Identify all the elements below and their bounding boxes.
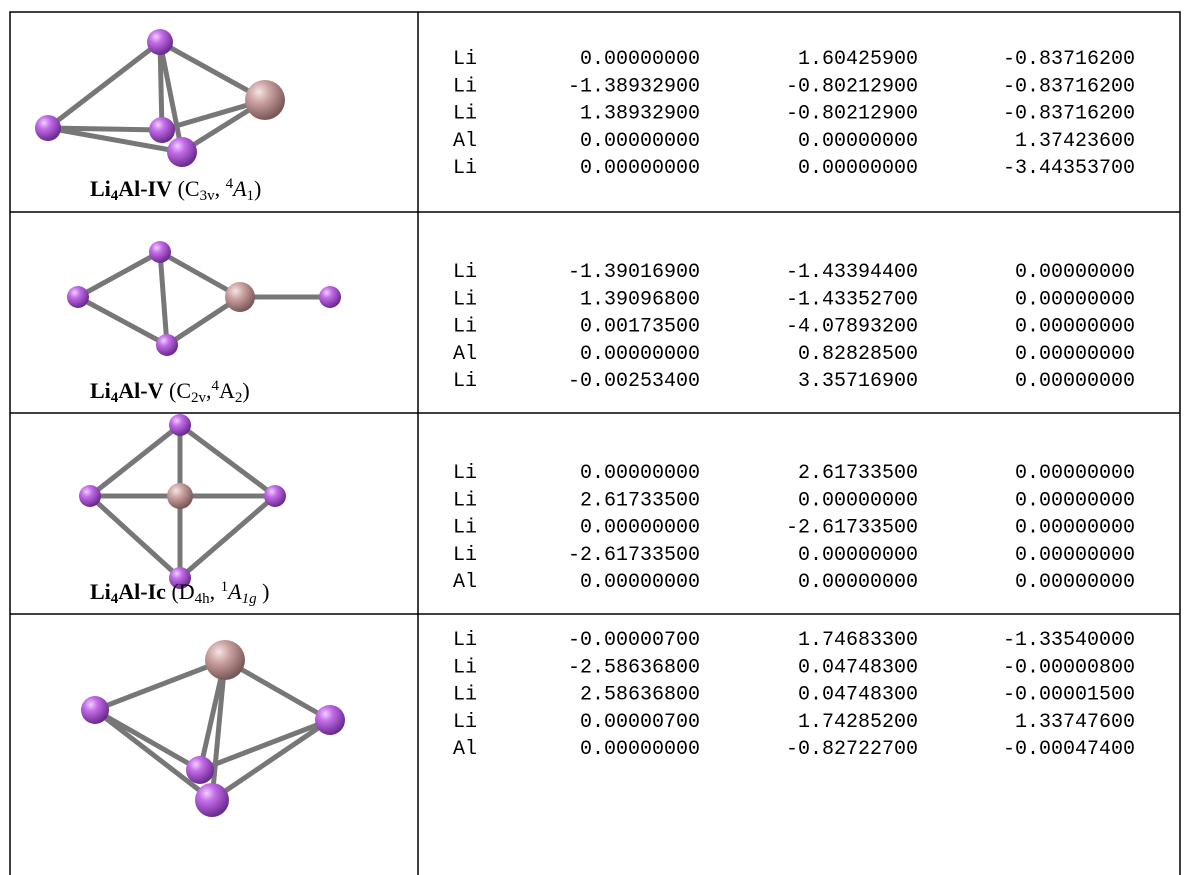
coordinate: -0.83716200	[1003, 75, 1135, 98]
coordinate: 0.00000000	[580, 571, 700, 594]
coordinate: 0.00000000	[1015, 544, 1135, 567]
coordinate: -0.83716200	[1003, 103, 1135, 126]
coordinate: 0.00000000	[798, 571, 918, 594]
coordinate: 0.00000000	[1015, 517, 1135, 540]
coordinate: -1.38932900	[568, 75, 700, 98]
atom-symbol: Al	[453, 571, 477, 594]
atom-symbol: Li	[453, 48, 477, 71]
coordinate: 0.00000700	[580, 711, 700, 734]
atom-symbol: Al	[453, 738, 477, 761]
coordinate: 0.00000000	[1015, 370, 1135, 393]
coordinate: 0.00000000	[1015, 343, 1135, 366]
coordinate: 0.00000000	[580, 738, 700, 761]
atom-symbol: Li	[453, 288, 477, 311]
atom-symbol: Li	[453, 462, 477, 485]
coordinate: 0.82828500	[798, 343, 918, 366]
atom-symbol: Al	[453, 343, 477, 366]
coordinate: 1.33747600	[1015, 711, 1135, 734]
coordinate: -0.80212900	[786, 75, 918, 98]
atom-symbol: Li	[453, 261, 477, 284]
coordinate: 0.00000000	[580, 48, 700, 71]
coordinate: 0.00000000	[580, 157, 700, 180]
coordinate: 1.74683300	[798, 629, 918, 652]
coordinate: 0.00000000	[580, 130, 700, 153]
atom-symbol: Li	[453, 157, 477, 180]
coordinate: -0.82722700	[786, 738, 918, 761]
atom-symbol: Li	[453, 656, 477, 679]
coordinate: -0.00000700	[568, 629, 700, 652]
coordinate: 2.61733500	[580, 489, 700, 512]
page: Li4Al-IV (C3v, 4A1) Li4Al-V (C2v,4A2) Li…	[0, 0, 1188, 875]
coordinate: -1.43352700	[786, 288, 918, 311]
coordinate: -0.00000800	[1003, 656, 1135, 679]
coordinate: 0.00000000	[580, 343, 700, 366]
coordinate: 0.00173500	[580, 316, 700, 339]
coordinate: 0.00000000	[1015, 571, 1135, 594]
coordinate: -1.39016900	[568, 261, 700, 284]
atom-symbol: Li	[453, 370, 477, 393]
coordinates: Li 0.00000000 1.60425900 -0.83716200 Li -1.38…	[453, 48, 1135, 761]
atom-symbol: Li	[453, 316, 477, 339]
molecule-3	[79, 414, 286, 589]
atom-symbol: Li	[453, 517, 477, 540]
atom-symbol: Li	[453, 544, 477, 567]
atom-symbol: Al	[453, 130, 477, 153]
caption: Li4Al-IV (C3v, 4A1)	[90, 176, 261, 204]
coordinate: 0.00000000	[1015, 489, 1135, 512]
coordinate: 1.39096800	[580, 288, 700, 311]
coordinate: -0.83716200	[1003, 48, 1135, 71]
atom-symbol: Li	[453, 629, 477, 652]
coordinate: -0.00001500	[1003, 684, 1135, 707]
coordinate: 1.37423600	[1015, 130, 1135, 153]
caption: Li4Al-V (C2v,4A2)	[90, 378, 250, 406]
coordinate: -0.00253400	[568, 370, 700, 393]
coordinate: 1.74285200	[798, 711, 918, 734]
atom-symbol: Li	[453, 75, 477, 98]
molecule-4	[81, 640, 345, 817]
coordinate: 0.04748300	[798, 656, 918, 679]
coordinate: 0.00000000	[1015, 261, 1135, 284]
coordinate: -2.58636800	[568, 656, 700, 679]
coordinate: 0.00000000	[798, 157, 918, 180]
coordinate: -2.61733500	[786, 517, 918, 540]
coordinate: 0.00000000	[1015, 462, 1135, 485]
caption: Li4Al-Ic (D4h, 1A1g )	[90, 579, 269, 607]
coordinate: 1.38932900	[580, 103, 700, 126]
coordinate: -0.80212900	[786, 103, 918, 126]
coordinate: -3.44353700	[1003, 157, 1135, 180]
coordinate: 1.60425900	[798, 48, 918, 71]
coordinate: 0.00000000	[580, 462, 700, 485]
atom-symbol: Li	[453, 711, 477, 734]
atom-symbol: Li	[453, 489, 477, 512]
coordinate: -1.33540000	[1003, 629, 1135, 652]
coordinate: 0.00000000	[580, 517, 700, 540]
coordinate: 0.00000000	[798, 130, 918, 153]
coordinate: 0.00000000	[1015, 316, 1135, 339]
coordinate: -0.00047400	[1003, 738, 1135, 761]
coordinate: -1.43394400	[786, 261, 918, 284]
coordinate: 0.00000000	[798, 489, 918, 512]
coordinate: -2.61733500	[568, 544, 700, 567]
molecule-1	[35, 29, 285, 167]
coordinate: 0.04748300	[798, 684, 918, 707]
coordinate: -4.07893200	[786, 316, 918, 339]
atom-symbol: Li	[453, 684, 477, 707]
coordinate: 3.35716900	[798, 370, 918, 393]
molecule-2	[67, 241, 341, 356]
coordinate: 0.00000000	[1015, 288, 1135, 311]
coordinate: 2.61733500	[798, 462, 918, 485]
coordinate: 2.58636800	[580, 684, 700, 707]
coordinate: 0.00000000	[798, 544, 918, 567]
atom-symbol: Li	[453, 103, 477, 126]
